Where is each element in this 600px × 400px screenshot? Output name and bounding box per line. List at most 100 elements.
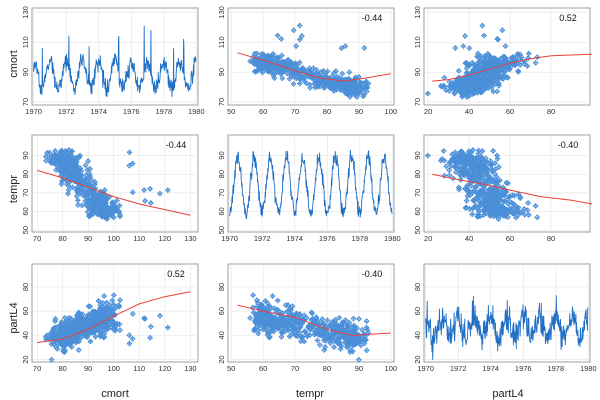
data-point [495,164,502,170]
data-point [494,35,501,42]
data-point [441,172,448,179]
data-point [91,181,98,188]
x-tick-label: 1976 [319,234,336,243]
data-point [48,335,55,342]
data-point [474,190,481,197]
data-point [343,344,350,350]
data-point [255,330,262,337]
data-point [275,55,282,62]
data-point [278,315,285,322]
data-point [82,162,89,169]
data-point [460,43,467,50]
x-tick-label: 100 [107,234,120,243]
data-point [480,165,486,172]
x-tick-label: 70 [33,234,41,243]
data-point [485,199,492,206]
data-point [109,321,116,328]
data-point [343,83,350,90]
y-tick-label: 80 [413,283,422,291]
data-point [87,303,94,310]
x-tick-label: 1978 [547,364,564,373]
x-tick-label: 50 [227,107,235,116]
data-point [503,58,510,65]
data-point [92,308,99,315]
data-point [349,348,356,355]
data-point [272,64,279,71]
data-point [141,187,148,194]
data-point [115,302,122,309]
data-point [331,344,338,351]
data-point [68,322,75,329]
data-point [296,320,303,327]
data-point [356,315,362,322]
data-point [305,73,312,80]
data-point [285,61,292,68]
data-point [459,83,466,89]
row-label-partL4: partL4 [8,302,20,333]
data-point [486,187,493,194]
data-point [82,172,89,178]
y-tick-label: 60 [217,307,226,315]
data-point [65,327,72,334]
data-point [117,212,123,219]
data-point [451,163,458,170]
data-point [284,70,291,77]
data-point [42,153,49,160]
data-point [353,93,360,100]
data-point [354,333,361,339]
data-point [92,333,99,340]
data-point [269,293,276,300]
data-point [489,208,496,215]
y-tick-label: 50 [413,226,422,234]
data-point [142,197,148,204]
data-point [463,93,470,100]
data-point [103,310,109,317]
data-point [303,80,310,87]
data-point [48,341,55,347]
data-point [334,83,341,89]
data-point [296,22,303,29]
data-point [440,147,447,154]
data-point [164,324,171,331]
data-point [319,316,326,323]
data-point [104,210,111,217]
data-point [493,72,500,79]
data-point [487,158,494,165]
x-tick-label: 1978 [351,234,368,243]
data-point [490,179,497,186]
x-tick-label: 60 [259,364,267,373]
data-point [456,86,463,93]
y-tick-label: 40 [21,331,30,339]
data-point [475,167,482,174]
correlation-label: -0.40 [558,140,579,150]
data-point [99,299,106,306]
data-point [461,172,467,179]
data-point [472,184,479,191]
data-point [164,187,171,194]
data-point [87,173,94,180]
data-point [58,147,65,154]
x-tick-label: 120 [159,364,172,373]
data-point [479,22,486,29]
data-point [466,61,473,68]
data-point [501,191,508,198]
data-point [500,184,506,191]
data-point [469,147,476,153]
y-tick-label: 70 [413,189,422,197]
data-point [459,164,466,171]
data-point [60,159,67,166]
data-point [147,199,154,206]
data-point [473,154,480,161]
y-tick-label: 130 [21,6,30,19]
x-tick-label: 80 [547,234,555,243]
y-tick-label: 90 [21,151,30,159]
data-point [515,204,522,211]
data-point [101,204,108,211]
data-point [72,155,79,162]
data-point [91,204,98,211]
data-point [301,75,308,82]
data-point [280,68,287,75]
data-point [266,53,273,60]
x-tick-label: 110 [133,234,145,243]
data-point [499,27,506,34]
